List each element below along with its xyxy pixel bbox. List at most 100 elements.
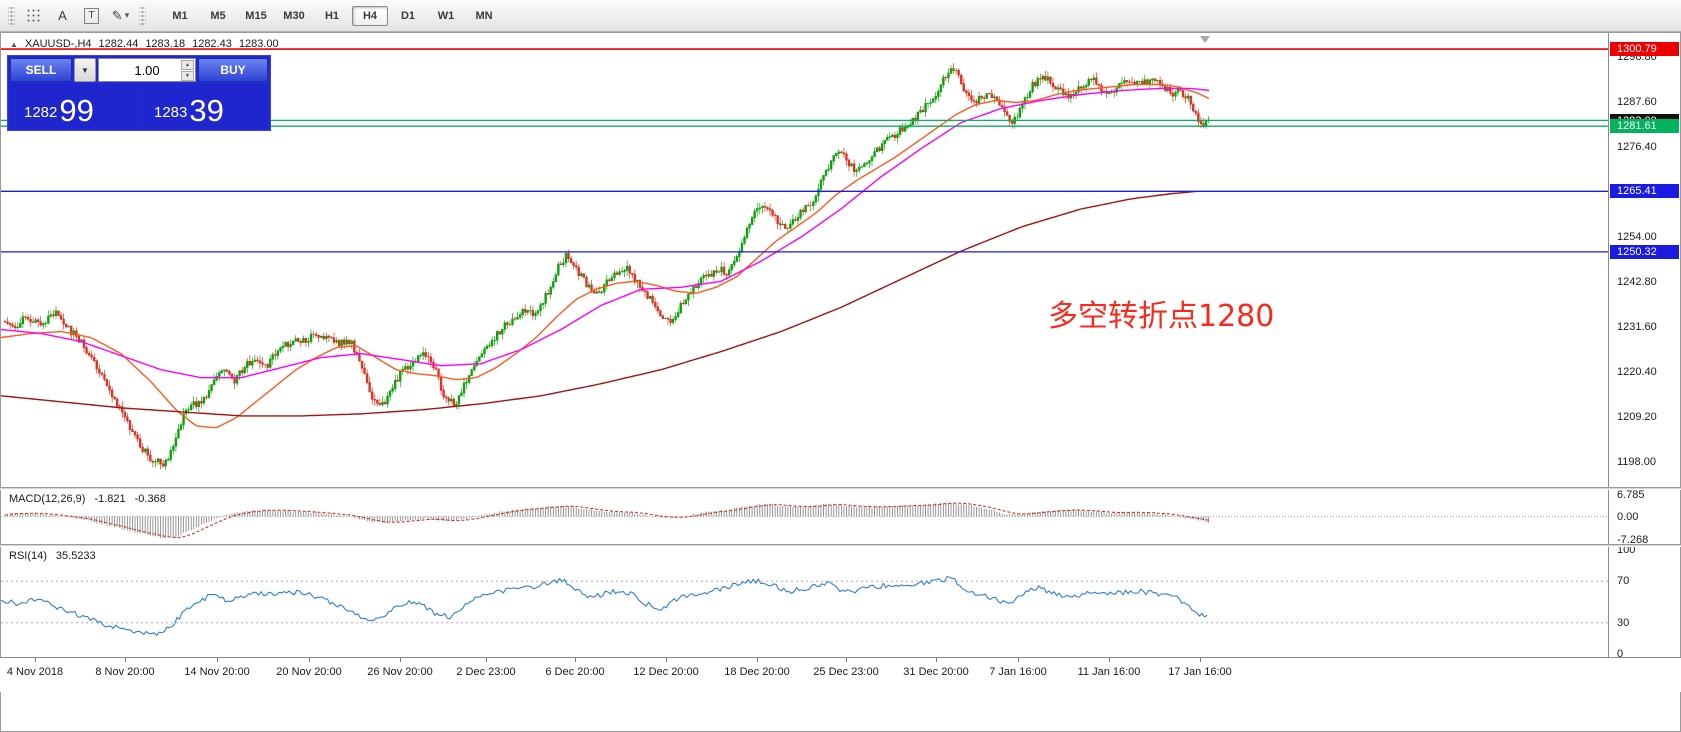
macd-chart-canvas[interactable] xyxy=(1,490,1608,544)
price-scale[interactable]: 1298.80 1287.60 1276.40 1254.00 1242.80 1231.… xyxy=(1608,33,1680,660)
time-tick xyxy=(1018,658,1019,662)
time-label: 26 Nov 20:00 xyxy=(367,666,433,678)
text-tool-icon[interactable]: T xyxy=(78,3,105,28)
toolbar-grip-2[interactable] xyxy=(139,4,146,27)
rsi-tick: 0 xyxy=(1617,648,1624,660)
candlestick-chart-canvas[interactable] xyxy=(1,33,1608,487)
chevron-down-icon: ▾ xyxy=(124,10,130,20)
rsi-tick: 100 xyxy=(1617,544,1636,556)
open-value: 1282.44 xyxy=(98,38,139,50)
time-label: 12 Dec 20:00 xyxy=(633,666,699,678)
time-label: 4 Nov 2018 xyxy=(6,666,64,678)
one-click-trading-panel: SELL ▼ 1.00 ▲ ▼ BUY 1282 99 xyxy=(7,55,271,131)
chart-annotation: 多空转折点1280 xyxy=(1048,299,1275,334)
ma-line-slow xyxy=(1,190,1198,417)
time-tick xyxy=(309,658,310,662)
macd-histogram xyxy=(4,502,1210,539)
time-tick xyxy=(400,658,401,662)
price-tick: 1209.20 xyxy=(1617,411,1657,424)
time-tick xyxy=(217,658,218,662)
sell-price-pips: 99 xyxy=(59,93,94,128)
dot-grid-icon xyxy=(27,9,40,22)
low-value: 1282.43 xyxy=(192,38,232,50)
timeframe-button-w1[interactable]: W1 xyxy=(437,9,455,22)
time-tick xyxy=(846,658,847,662)
rsi-chart-canvas[interactable] xyxy=(1,547,1608,657)
crosshair-grid-icon[interactable] xyxy=(20,3,47,28)
macd-main-value: -1.821 xyxy=(94,493,126,505)
text-label-tool-icon[interactable]: A xyxy=(49,3,76,28)
time-tick xyxy=(486,658,487,662)
time-tick xyxy=(35,658,36,662)
pane-splitter-2[interactable] xyxy=(0,544,1681,547)
time-tick xyxy=(666,658,667,662)
letter-a-icon: A xyxy=(58,8,67,23)
rsi-tick: 30 xyxy=(1617,616,1630,629)
time-label: 31 Dec 20:00 xyxy=(903,666,969,678)
symbol-label: XAUUSD-,H4 xyxy=(24,38,92,50)
price-tick: 1220.40 xyxy=(1617,366,1657,379)
timeframe-button-h1[interactable]: H1 xyxy=(324,9,340,22)
buy-price-display[interactable]: 1283 39 xyxy=(140,84,268,128)
macd-pane[interactable]: MACD(12,26,9) -1.821 -0.368 xyxy=(1,490,1608,544)
lot-size-input[interactable]: 1.00 ▲ ▼ xyxy=(98,58,196,82)
toolbar-grip[interactable] xyxy=(8,4,15,27)
ohlc-label: ▲ XAUUSD-,H4 1282.44 1283.18 1282.43 128… xyxy=(10,38,279,50)
draw-tool-button[interactable]: ✎ ▾ xyxy=(107,3,134,28)
price-badge: 1250.32 xyxy=(1610,244,1679,259)
symbol-arrow-icon: ▲ xyxy=(10,39,18,49)
rsi-value: 35.5233 xyxy=(55,550,96,562)
time-label: 8 Nov 20:00 xyxy=(95,666,155,678)
time-tick xyxy=(936,658,937,662)
ma-line-fast xyxy=(1,83,1210,429)
timeframe-button-h4[interactable]: H4 xyxy=(352,5,388,26)
price-tick: 1287.60 xyxy=(1617,96,1657,109)
price-tick: 1242.80 xyxy=(1617,276,1657,289)
timeframe-button-m5[interactable]: M5 xyxy=(210,9,226,22)
macd-tick: 0.00 xyxy=(1617,510,1639,523)
timeframe-button-mn[interactable]: MN xyxy=(475,9,493,22)
time-axis[interactable]: 4 Nov 2018 8 Nov 20:00 14 Nov 20:00 20 Nov … xyxy=(0,657,1681,692)
candles-up xyxy=(16,65,1210,470)
timeframe-button-m15[interactable]: M15 xyxy=(245,9,267,22)
pencil-icon: ✎ xyxy=(111,7,123,23)
sell-button[interactable]: SELL xyxy=(10,58,72,82)
close-value: 1283.00 xyxy=(238,38,279,50)
time-label: 11 Jan 16:00 xyxy=(1077,666,1141,678)
sell-price-display[interactable]: 1282 99 xyxy=(10,84,138,128)
rsi-pane[interactable]: RSI(14) 35.5233 xyxy=(1,547,1608,657)
macd-label: MACD(12,26,9) -1.821 -0.368 xyxy=(9,493,166,505)
rsi-tick: 70 xyxy=(1617,575,1630,588)
time-tick xyxy=(575,658,576,662)
price-tick: 1231.60 xyxy=(1617,321,1657,334)
time-label: 7 Jan 16:00 xyxy=(989,666,1047,678)
price-badge: 1281.61 xyxy=(1610,119,1679,134)
macd-tick: 6.785 xyxy=(1617,488,1645,501)
main-chart-pane[interactable]: ▲ XAUUSD-,H4 1282.44 1283.18 1282.43 128… xyxy=(1,33,1608,487)
letter-t-boxed-icon: T xyxy=(84,7,99,24)
price-badge: 1300.79 xyxy=(1610,42,1679,57)
pane-splitter[interactable] xyxy=(0,487,1681,490)
time-label: 2 Dec 23:00 xyxy=(456,666,516,678)
top-toolbar: A T ✎ ▾ M1 M5 M15 M30 H1 H4 D1 W1 MN xyxy=(0,0,1681,32)
lot-dropdown-button[interactable]: ▼ xyxy=(74,58,96,82)
timeframe-button-m30[interactable]: M30 xyxy=(283,9,305,22)
timeframe-button-m1[interactable]: M1 xyxy=(172,9,188,22)
price-tick: 1276.40 xyxy=(1617,141,1657,154)
ma-line-medium xyxy=(1,87,1210,379)
buy-button[interactable]: BUY xyxy=(198,58,268,82)
macd-tick: -7.268 xyxy=(1617,533,1649,546)
rsi-name: RSI(14) xyxy=(9,550,47,562)
timeframe-toolbar: M1 M5 M15 M30 H1 H4 D1 W1 MN xyxy=(162,5,504,26)
macd-signal-value: -0.368 xyxy=(134,493,166,505)
lot-size-value: 1.00 xyxy=(134,62,160,78)
shift-marker-icon xyxy=(1200,36,1210,43)
timeframe-button-d1[interactable]: D1 xyxy=(400,9,416,22)
lot-decrease-button[interactable]: ▼ xyxy=(181,71,194,81)
chevron-down-icon: ▼ xyxy=(81,65,89,75)
time-tick xyxy=(1109,658,1110,662)
lot-increase-button[interactable]: ▲ xyxy=(181,60,194,70)
price-tick: 1198.00 xyxy=(1617,456,1656,469)
rsi-line xyxy=(1,575,1208,637)
